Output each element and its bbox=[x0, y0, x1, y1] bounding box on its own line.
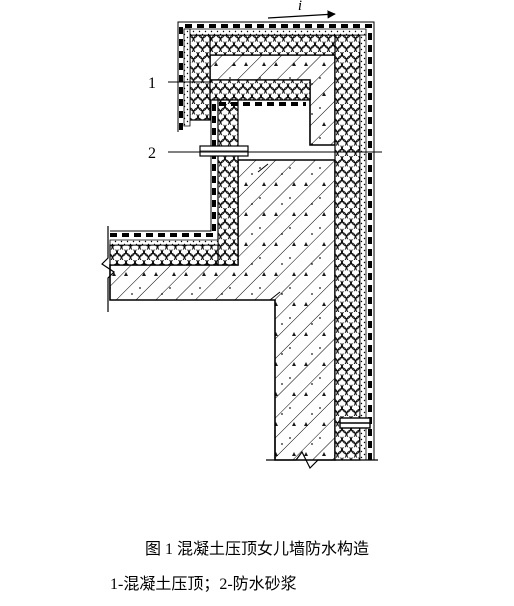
figure-caption-line-1: 图 1 混凝土压顶女儿墙防水构造 bbox=[0, 535, 514, 559]
diagram-svg: i 1 2 bbox=[0, 0, 514, 606]
drip-bracket bbox=[340, 418, 370, 428]
callout-2-label: 2 bbox=[148, 145, 156, 162]
figure-caption-line-2: 1-混凝土压顶；2-防水砂浆 bbox=[0, 570, 297, 594]
slope-label: i bbox=[298, 0, 302, 14]
slope-indicator: i bbox=[268, 0, 335, 18]
flashing-detail bbox=[200, 146, 248, 156]
figure-canvas: i 1 2 图 1 混凝土压顶女儿墙防水构造 1-混凝土压顶；2-防水砂浆 bbox=[0, 0, 514, 606]
callout-1-label: 1 bbox=[148, 75, 156, 92]
